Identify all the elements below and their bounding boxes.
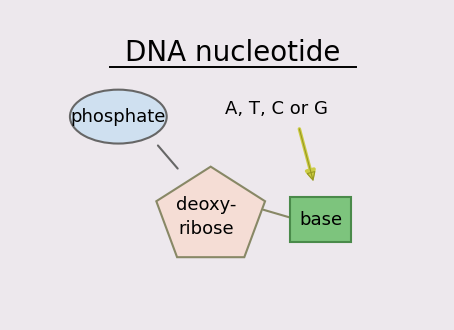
Bar [290,197,351,242]
Ellipse shape [70,90,167,144]
Text: base: base [299,211,342,229]
Text: phosphate: phosphate [71,108,166,126]
Polygon shape [156,167,265,257]
Text: deoxy-
ribose: deoxy- ribose [176,196,237,238]
Text: A, T, C or G: A, T, C or G [225,100,328,118]
Text: DNA nucleotide: DNA nucleotide [125,39,340,67]
